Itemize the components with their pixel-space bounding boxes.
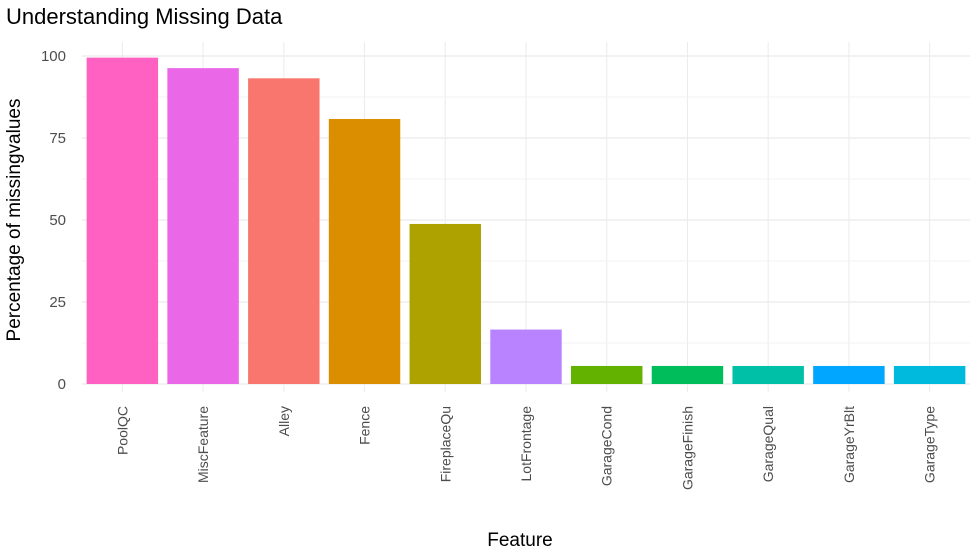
bar-garagecond <box>571 365 643 384</box>
x-tick-label: GarageQual <box>760 406 776 482</box>
bar-garageyrblt <box>813 365 885 384</box>
x-tick-label: PoolQC <box>114 406 130 455</box>
bar-garagequal <box>732 365 804 384</box>
bar-garagefinish <box>651 365 724 384</box>
y-axis-ticks: 0 25 50 75 100 <box>41 48 66 393</box>
y-tick-label: 0 <box>58 376 66 393</box>
x-tick-label: Alley <box>276 406 292 436</box>
x-tick-label: MiscFeature <box>195 406 211 483</box>
bar-fence <box>328 118 401 384</box>
y-axis-title: Percentage of missingvalues <box>4 99 25 342</box>
x-tick-label: FireplaceQu <box>437 406 453 482</box>
chart-title: Understanding Missing Data <box>6 4 283 29</box>
x-tick-label: LotFrontage <box>518 406 534 482</box>
x-axis-ticks: PoolQC MiscFeature Alley Fence FireplaceQu Lo… <box>114 406 937 490</box>
bar-garagetype <box>893 365 966 384</box>
bars <box>86 57 966 385</box>
x-tick-label: GarageType <box>922 406 938 483</box>
x-tick-label: Fence <box>357 406 373 445</box>
y-tick-label: 25 <box>49 294 66 311</box>
bar-fireplacequ <box>409 223 481 384</box>
y-tick-label: 50 <box>49 212 66 229</box>
x-tick-label: GarageCond <box>599 406 615 486</box>
bar-lotfrontage <box>490 329 562 384</box>
bar-alley <box>248 78 320 385</box>
y-tick-label: 100 <box>41 48 66 65</box>
bar-poolqc <box>86 57 159 384</box>
x-tick-label: GarageYrBlt <box>841 406 857 483</box>
x-tick-label: GarageFinish <box>679 406 695 490</box>
x-axis-title: Feature <box>487 530 552 551</box>
bar-miscfeature <box>167 68 239 384</box>
y-tick-label: 75 <box>49 130 66 147</box>
